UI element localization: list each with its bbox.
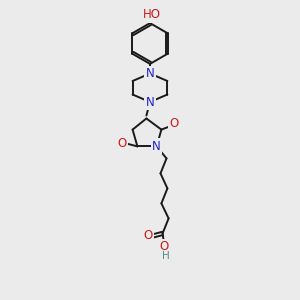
Text: O: O <box>118 137 127 150</box>
Text: N: N <box>146 67 154 80</box>
Text: N: N <box>152 140 161 153</box>
Text: HO: HO <box>142 8 160 21</box>
Text: O: O <box>160 240 169 254</box>
Text: H: H <box>162 251 170 261</box>
Text: O: O <box>169 116 178 130</box>
Text: N: N <box>146 95 154 109</box>
Text: O: O <box>144 229 153 242</box>
